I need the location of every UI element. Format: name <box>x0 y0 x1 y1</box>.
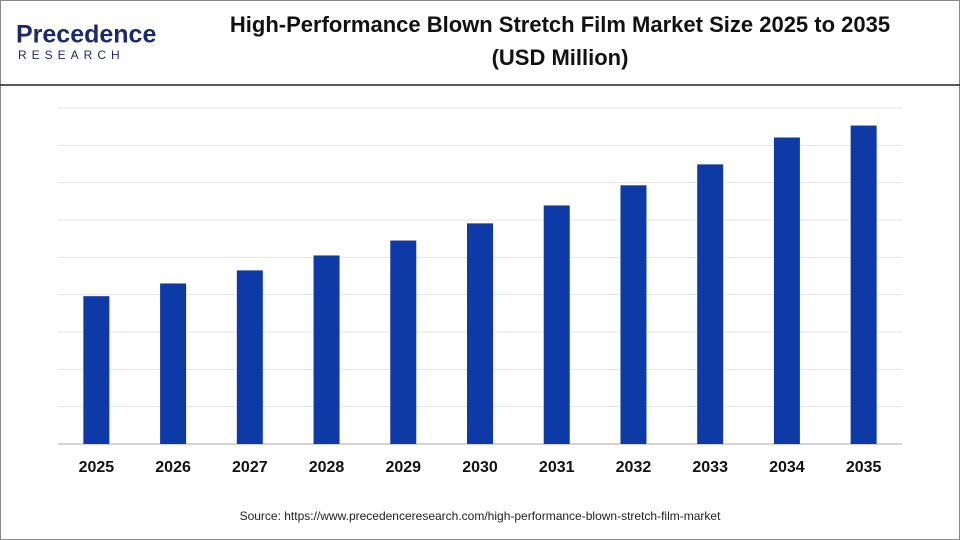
source: Source: https://www.precedenceresearch.c… <box>240 509 722 523</box>
logo-tagline: RESEARCH <box>18 48 125 62</box>
x-tick-label: 2033 <box>692 459 728 476</box>
x-tick-label: 2027 <box>232 459 268 476</box>
x-tick-label: 2031 <box>539 459 575 476</box>
bar <box>543 205 570 444</box>
bar <box>467 223 493 444</box>
bar <box>83 296 110 444</box>
bar <box>850 125 877 445</box>
bar <box>620 185 647 444</box>
logo-name: Precedence <box>16 21 156 49</box>
x-tick-label: 2032 <box>616 459 652 476</box>
x-tick-label: 2035 <box>846 459 882 476</box>
bar <box>160 283 187 444</box>
x-tick-label: 2026 <box>155 459 191 476</box>
bar <box>390 240 417 444</box>
chart-subtitle: (USD Million) <box>492 45 629 70</box>
bar <box>236 270 263 444</box>
bar <box>773 137 800 444</box>
x-tick-label: 2025 <box>79 459 115 476</box>
bar <box>697 164 724 444</box>
x-tick-label: 2034 <box>769 459 805 476</box>
bar <box>313 255 340 444</box>
x-tick-label: 2030 <box>462 459 498 476</box>
chart-title: High-Performance Blown Stretch Film Mark… <box>230 12 890 37</box>
x-tick-label: 2029 <box>385 459 421 476</box>
x-tick-label: 2028 <box>309 459 345 476</box>
